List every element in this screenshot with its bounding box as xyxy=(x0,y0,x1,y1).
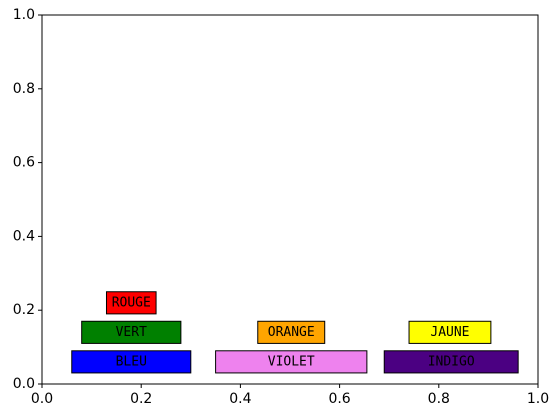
x-tick-label: 0.2 xyxy=(130,391,152,407)
label-box-rect xyxy=(105,291,157,315)
label-box-violet: VIOLET xyxy=(215,350,368,374)
axes-frame xyxy=(41,14,539,385)
label-box-text: INDIGO xyxy=(428,354,475,369)
label-box-rect xyxy=(81,320,182,344)
label-box-rect xyxy=(383,350,519,374)
y-tick-label: 0.2 xyxy=(13,302,35,318)
label-box-text: VERT xyxy=(116,325,147,340)
x-tick-label: 0.4 xyxy=(229,391,251,407)
label-box-text: JAUNE xyxy=(430,325,469,340)
y-axis: 0.0 0.2 0.4 0.6 0.8 1.0 xyxy=(13,7,42,392)
label-box-indigo: INDIGO xyxy=(383,350,519,374)
label-box-vert: VERT xyxy=(81,320,182,344)
label-box-text: ORANGE xyxy=(268,325,315,340)
label-box-jaune: JAUNE xyxy=(408,320,492,344)
label-box-rect xyxy=(71,350,192,374)
y-tick-label: 0.8 xyxy=(13,81,35,97)
label-box-text: BLEU xyxy=(116,354,147,369)
label-box-bleu: BLEU xyxy=(71,350,192,374)
x-tick-label: 0.8 xyxy=(428,391,450,407)
x-tick-label: 0.0 xyxy=(31,391,53,407)
label-box-orange: ORANGE xyxy=(257,320,326,344)
label-box-rect xyxy=(215,350,368,374)
label-box-text: ROUGE xyxy=(112,295,151,310)
label-box-rouge: ROUGE xyxy=(105,291,157,315)
y-tick-label: 1.0 xyxy=(13,7,35,23)
label-box-rect xyxy=(408,320,492,344)
x-axis: 0.0 0.2 0.4 0.6 0.8 1.0 xyxy=(31,384,549,407)
x-tick-label: 1.0 xyxy=(527,391,549,407)
y-tick-label: 0.0 xyxy=(13,376,35,392)
label-box-rect xyxy=(257,320,326,344)
y-tick-label: 0.6 xyxy=(13,155,35,171)
label-box-text: VIOLET xyxy=(268,354,315,369)
boxes-layer: ROUGE VERT BLEU ORANGE VIOLET JAUNE INDIGO xyxy=(71,291,519,374)
x-tick-label: 0.6 xyxy=(328,391,350,407)
y-tick-label: 0.4 xyxy=(13,228,35,244)
